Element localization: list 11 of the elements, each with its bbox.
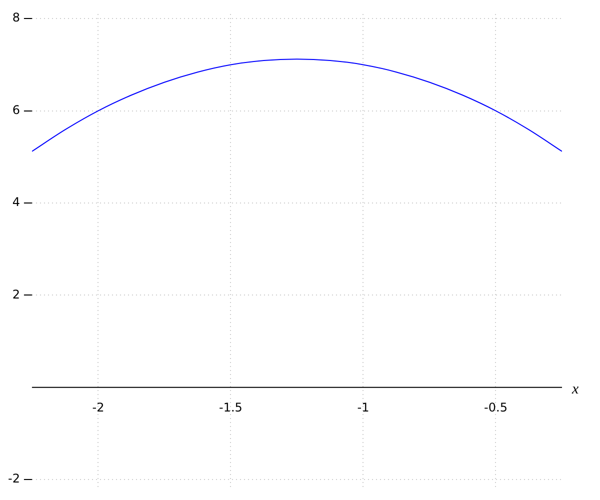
- y-tick-label: 4: [12, 195, 20, 210]
- x-axis-title: x: [571, 381, 579, 398]
- y-tick-label: 6: [12, 102, 20, 117]
- y-tick-label: 8: [12, 10, 20, 25]
- x-tick-label: -1.5: [219, 400, 242, 415]
- line-series: [32, 58, 562, 152]
- y-tick-label: -2: [8, 472, 20, 486]
- x-tick-label: -0.5: [484, 400, 508, 415]
- x-tick-label: -2: [92, 400, 104, 415]
- y-tick-label: 2: [12, 287, 20, 302]
- x-tick-label: -1: [357, 400, 370, 415]
